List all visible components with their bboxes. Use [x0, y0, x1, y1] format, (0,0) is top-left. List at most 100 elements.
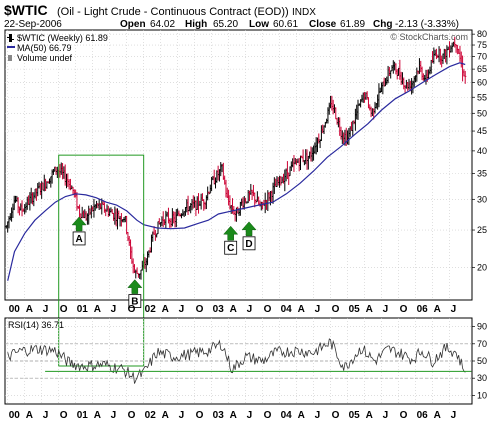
price-y-tick-label: 75 — [477, 40, 487, 50]
price-y-tick-label: 80 — [477, 29, 487, 39]
legend-price: $WTIC (Weekly) 61.89 — [17, 33, 108, 43]
rsi-x-tick-label: A — [94, 410, 101, 421]
price-bar-icon — [9, 34, 12, 42]
price-x-tick-label: 02 — [145, 304, 157, 315]
price-x-tick-label: J — [43, 304, 49, 315]
open-label: Open — [120, 19, 146, 30]
price-x-tick-label: 00 — [9, 304, 21, 315]
annotation-label-box — [128, 294, 142, 309]
price-x-tick-label: 06 — [417, 304, 429, 315]
rsi-series — [7, 338, 472, 384]
rsi-x-tick-label: O — [264, 410, 272, 421]
chg-label: Chg — [373, 19, 392, 30]
rsi-x-tick-label: 01 — [77, 410, 89, 421]
price-y-tick-label: 25 — [477, 225, 487, 235]
price-x-tick-label: O — [60, 304, 68, 315]
rsi-x-tick-label: 02 — [145, 410, 157, 421]
price-x-tick-label: A — [434, 304, 441, 315]
rsi-x-tick-label: J — [315, 410, 321, 421]
price-x-tick-label: J — [383, 304, 389, 315]
price-x-tick-label: 05 — [349, 304, 361, 315]
rsi-y-tick-label: 10 — [477, 390, 487, 400]
chart-date: 22-Sep-2006 — [4, 19, 62, 30]
price-x-tick-label: O — [196, 304, 204, 315]
annotation-b: B — [127, 279, 143, 309]
price-y-tick-label: 45 — [477, 126, 487, 136]
price-x-tick-label: A — [26, 304, 33, 315]
rsi-x-tick-label: A — [434, 410, 441, 421]
legend-volume: Volume undef — [17, 53, 73, 63]
rsi-x-tick-label: O — [60, 410, 68, 421]
close-value: 61.89 — [340, 19, 365, 30]
rsi-x-tick-label: 06 — [417, 410, 429, 421]
price-panel-frame — [4, 29, 473, 301]
legend-ma: MA(50) 66.79 — [17, 43, 72, 53]
price-y-tick-label: 30 — [477, 194, 487, 204]
rsi-y-axis: 90 70 50 30 10 — [472, 322, 487, 400]
price-x-tick-label: J — [315, 304, 321, 315]
rsi-x-tick-label: J — [383, 410, 389, 421]
rsi-x-tick-label: J — [179, 410, 185, 421]
price-y-tick-label: 20 — [477, 263, 487, 273]
rsi-x-tick-label: O — [196, 410, 204, 421]
highlight-box — [58, 154, 145, 367]
price-y-tick-label: 35 — [477, 168, 487, 178]
high-value: 65.20 — [213, 19, 238, 30]
rsi-x-axis: 00 A J O 01 A J O 02 A J O 03 A J O 04 A J O 05 A J O 06 A J — [9, 410, 456, 421]
high-label: High — [185, 19, 207, 30]
rsi-y-tick-label: 50 — [477, 356, 487, 366]
annotation-label: A — [75, 234, 82, 245]
volume-bar-icon — [8, 55, 12, 61]
annotation-label-box — [224, 240, 238, 255]
annotation-label: B — [131, 297, 138, 308]
rsi-title: RSI(14) 36.71 — [8, 320, 64, 330]
rsi-x-tick-label: J — [451, 410, 457, 421]
price-x-tick-label: O — [400, 304, 408, 315]
price-x-tick-label: A — [162, 304, 169, 315]
price-grid — [5, 30, 472, 300]
annotation-c: C — [223, 225, 239, 255]
price-x-tick-label: A — [366, 304, 373, 315]
rsi-x-tick-label: 03 — [213, 410, 225, 421]
annotation-d: D — [241, 221, 257, 251]
price-bar-icon-tick — [12, 39, 14, 40]
annotation-a: A — [71, 216, 87, 246]
rsi-x-tick-label: A — [26, 410, 33, 421]
ma50-line — [7, 62, 466, 281]
price-x-tick-label: 04 — [281, 304, 293, 315]
price-x-tick-label: J — [247, 304, 253, 315]
chg-value: -2.13 (-3.33%) — [395, 19, 459, 30]
chart-symbol: $WTIC — [4, 2, 48, 18]
up-arrow-icon — [223, 225, 239, 241]
price-legend: $WTIC (Weekly) 61.89 MA(50) 66.79 Volume… — [7, 33, 108, 63]
price-x-tick-label: 01 — [77, 304, 89, 315]
price-bar-icon-tick — [7, 37, 9, 38]
price-series — [5, 36, 467, 367]
watermark: © StockCharts.com — [390, 32, 468, 42]
chart-exchange: INDX — [292, 7, 316, 18]
rsi-x-tick-label: J — [43, 410, 49, 421]
rsi-x-tick-label: J — [111, 410, 117, 421]
price-x-tick-label: O — [264, 304, 272, 315]
rsi-y-tick-label: 90 — [477, 322, 487, 332]
rsi-y-tick-label: 70 — [477, 339, 487, 349]
rsi-x-tick-label: 00 — [9, 410, 21, 421]
up-arrow-icon — [71, 216, 87, 232]
price-y-tick-label: 65 — [477, 64, 487, 74]
price-x-tick-label: J — [451, 304, 457, 315]
price-x-tick-label: J — [179, 304, 185, 315]
rsi-y-tick-label: 30 — [477, 373, 487, 383]
up-arrow-icon — [241, 221, 257, 237]
open-value: 64.02 — [150, 19, 175, 30]
close-label: Close — [309, 19, 337, 30]
price-y-tick-label: 50 — [477, 108, 487, 118]
rsi-line — [7, 338, 466, 384]
annotation-label: D — [245, 239, 252, 250]
low-value: 60.61 — [273, 19, 298, 30]
price-y-tick-label: 55 — [477, 92, 487, 102]
annotation-label: C — [227, 243, 234, 254]
rsi-x-tick-label: A — [162, 410, 169, 421]
rsi-x-tick-label: O — [332, 410, 340, 421]
